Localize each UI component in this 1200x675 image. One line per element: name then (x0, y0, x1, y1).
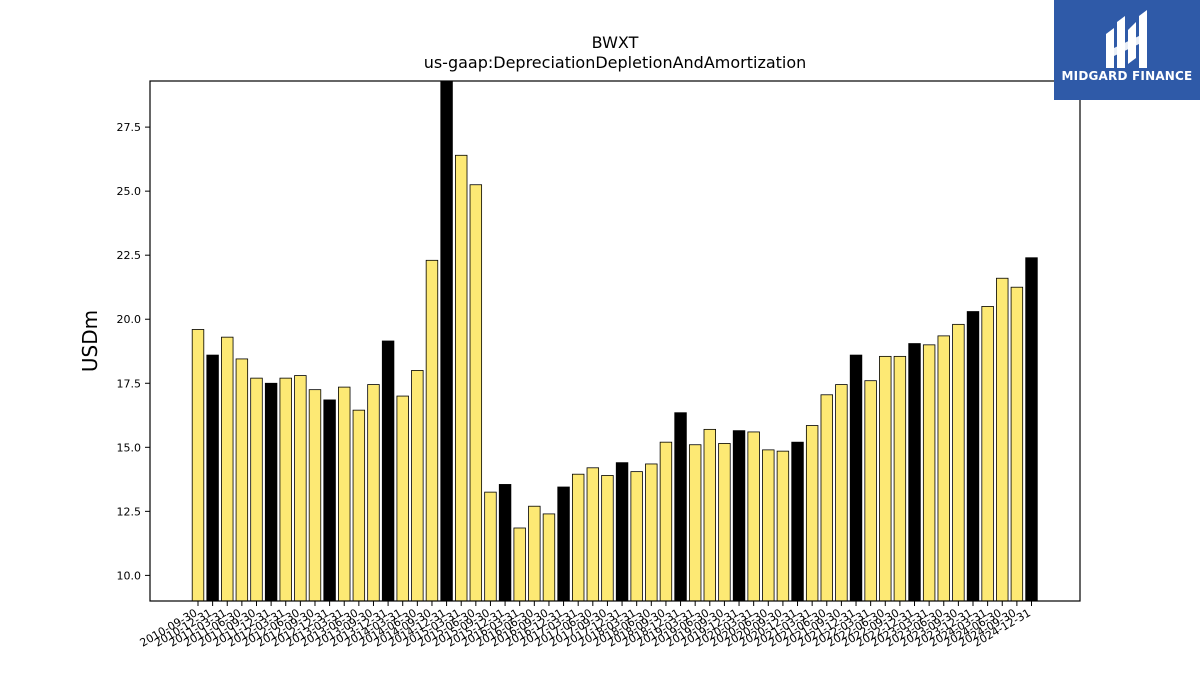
bar-2011-03-31 (221, 336, 234, 602)
bar-2018-12-31 (674, 412, 687, 602)
bar-2022-12-31 (908, 343, 921, 602)
bar-2020-12-31 (791, 441, 804, 602)
bar-2021-12-31 (849, 354, 863, 602)
bar-2016-09-30 (542, 513, 556, 602)
bar-2014-12-31 (440, 80, 453, 602)
bar-2016-06-30 (528, 505, 541, 602)
bar-2016-12-31 (557, 486, 570, 602)
bar-2012-06-30 (294, 375, 307, 602)
bar-2017-06-30 (586, 467, 600, 602)
y-tick-label: 22.5 (117, 249, 142, 262)
y-tick-label: 25.0 (117, 185, 142, 198)
bar-2013-12-31 (381, 340, 395, 602)
bar-2017-12-31 (615, 462, 629, 602)
bar-2023-03-31 (922, 344, 936, 602)
bar-2019-09-30 (718, 443, 731, 602)
y-axis: 10.0 12.5 15.0 17.5 20.0 22.5 25.0 27.5 (117, 121, 150, 582)
bar-2023-12-31 (966, 311, 980, 602)
bar-2017-09-30 (601, 475, 614, 602)
bar-2018-06-30 (645, 463, 658, 602)
bar-2020-09-30 (776, 450, 790, 602)
x-axis: 2010-09-302010-12-312011-03-312011-06-30… (138, 601, 1033, 650)
brand-logo: MIDGARD FINANCE (1054, 0, 1200, 100)
bar-2015-06-30 (469, 184, 483, 602)
bar-2015-09-30 (484, 491, 497, 602)
brand-name: MIDGARD FINANCE (1061, 69, 1193, 83)
plot-frame (149, 80, 1081, 602)
y-tick-label: 20.0 (117, 313, 142, 326)
bar-2024-12-31 (1025, 257, 1038, 602)
y-tick-label: 15.0 (117, 441, 142, 454)
bar-2019-06-30 (703, 428, 717, 602)
bar-2012-12-31 (323, 399, 336, 602)
bar-2024-06-30 (996, 277, 1009, 602)
bar-2023-06-30 (937, 335, 950, 602)
bar-2010-12-31 (206, 354, 219, 602)
bar-2019-03-31 (688, 444, 702, 602)
bar-2021-03-31 (805, 425, 819, 602)
y-tick-label: 10.0 (117, 569, 142, 582)
bar-2018-03-31 (630, 471, 643, 602)
bar-2024-09-30 (1010, 286, 1024, 602)
bar-2020-03-31 (747, 431, 760, 602)
bar-2024-03-31 (981, 306, 994, 602)
bar-2016-03-31 (513, 527, 526, 602)
y-tick-label: 12.5 (117, 505, 142, 518)
bar-2014-09-30 (425, 259, 439, 602)
bar-2015-03-31 (455, 154, 468, 602)
chart-subtitle: us-gaap:DepreciationDepletionAndAmortiza… (424, 53, 807, 72)
bar-2015-12-31 (498, 484, 512, 602)
bar-2014-03-31 (396, 395, 409, 602)
bar-2013-06-30 (352, 409, 366, 602)
bar-2021-06-30 (820, 394, 833, 602)
bar-2011-09-30 (250, 377, 263, 602)
y-tick-label: 17.5 (117, 377, 142, 390)
bar-2022-03-31 (864, 380, 877, 602)
bar-2022-06-30 (879, 355, 892, 602)
bar-2017-03-31 (571, 473, 585, 602)
bar-2012-09-30 (308, 389, 322, 602)
bar-2014-06-30 (411, 370, 424, 602)
bar-2013-09-30 (367, 384, 380, 602)
bar-2022-09-30 (893, 355, 907, 602)
bar-2010-09-30 (191, 329, 205, 602)
bar-2012-03-31 (279, 377, 292, 602)
bar-2018-09-30 (659, 441, 673, 602)
bar-2011-06-30 (235, 358, 249, 602)
bar-2013-03-31 (338, 386, 351, 602)
bar-2020-06-30 (762, 449, 775, 602)
bar-2019-12-31 (732, 430, 746, 602)
bar-2021-09-30 (835, 384, 848, 602)
y-tick-label: 27.5 (117, 121, 142, 134)
chart-title: BWXT (592, 33, 639, 52)
y-axis-label: USDm (78, 310, 102, 372)
bars-layer (191, 80, 1038, 602)
bar-2011-12-31 (264, 382, 278, 602)
midgard-mark-icon (1106, 10, 1147, 68)
bar-2023-09-30 (952, 323, 965, 602)
